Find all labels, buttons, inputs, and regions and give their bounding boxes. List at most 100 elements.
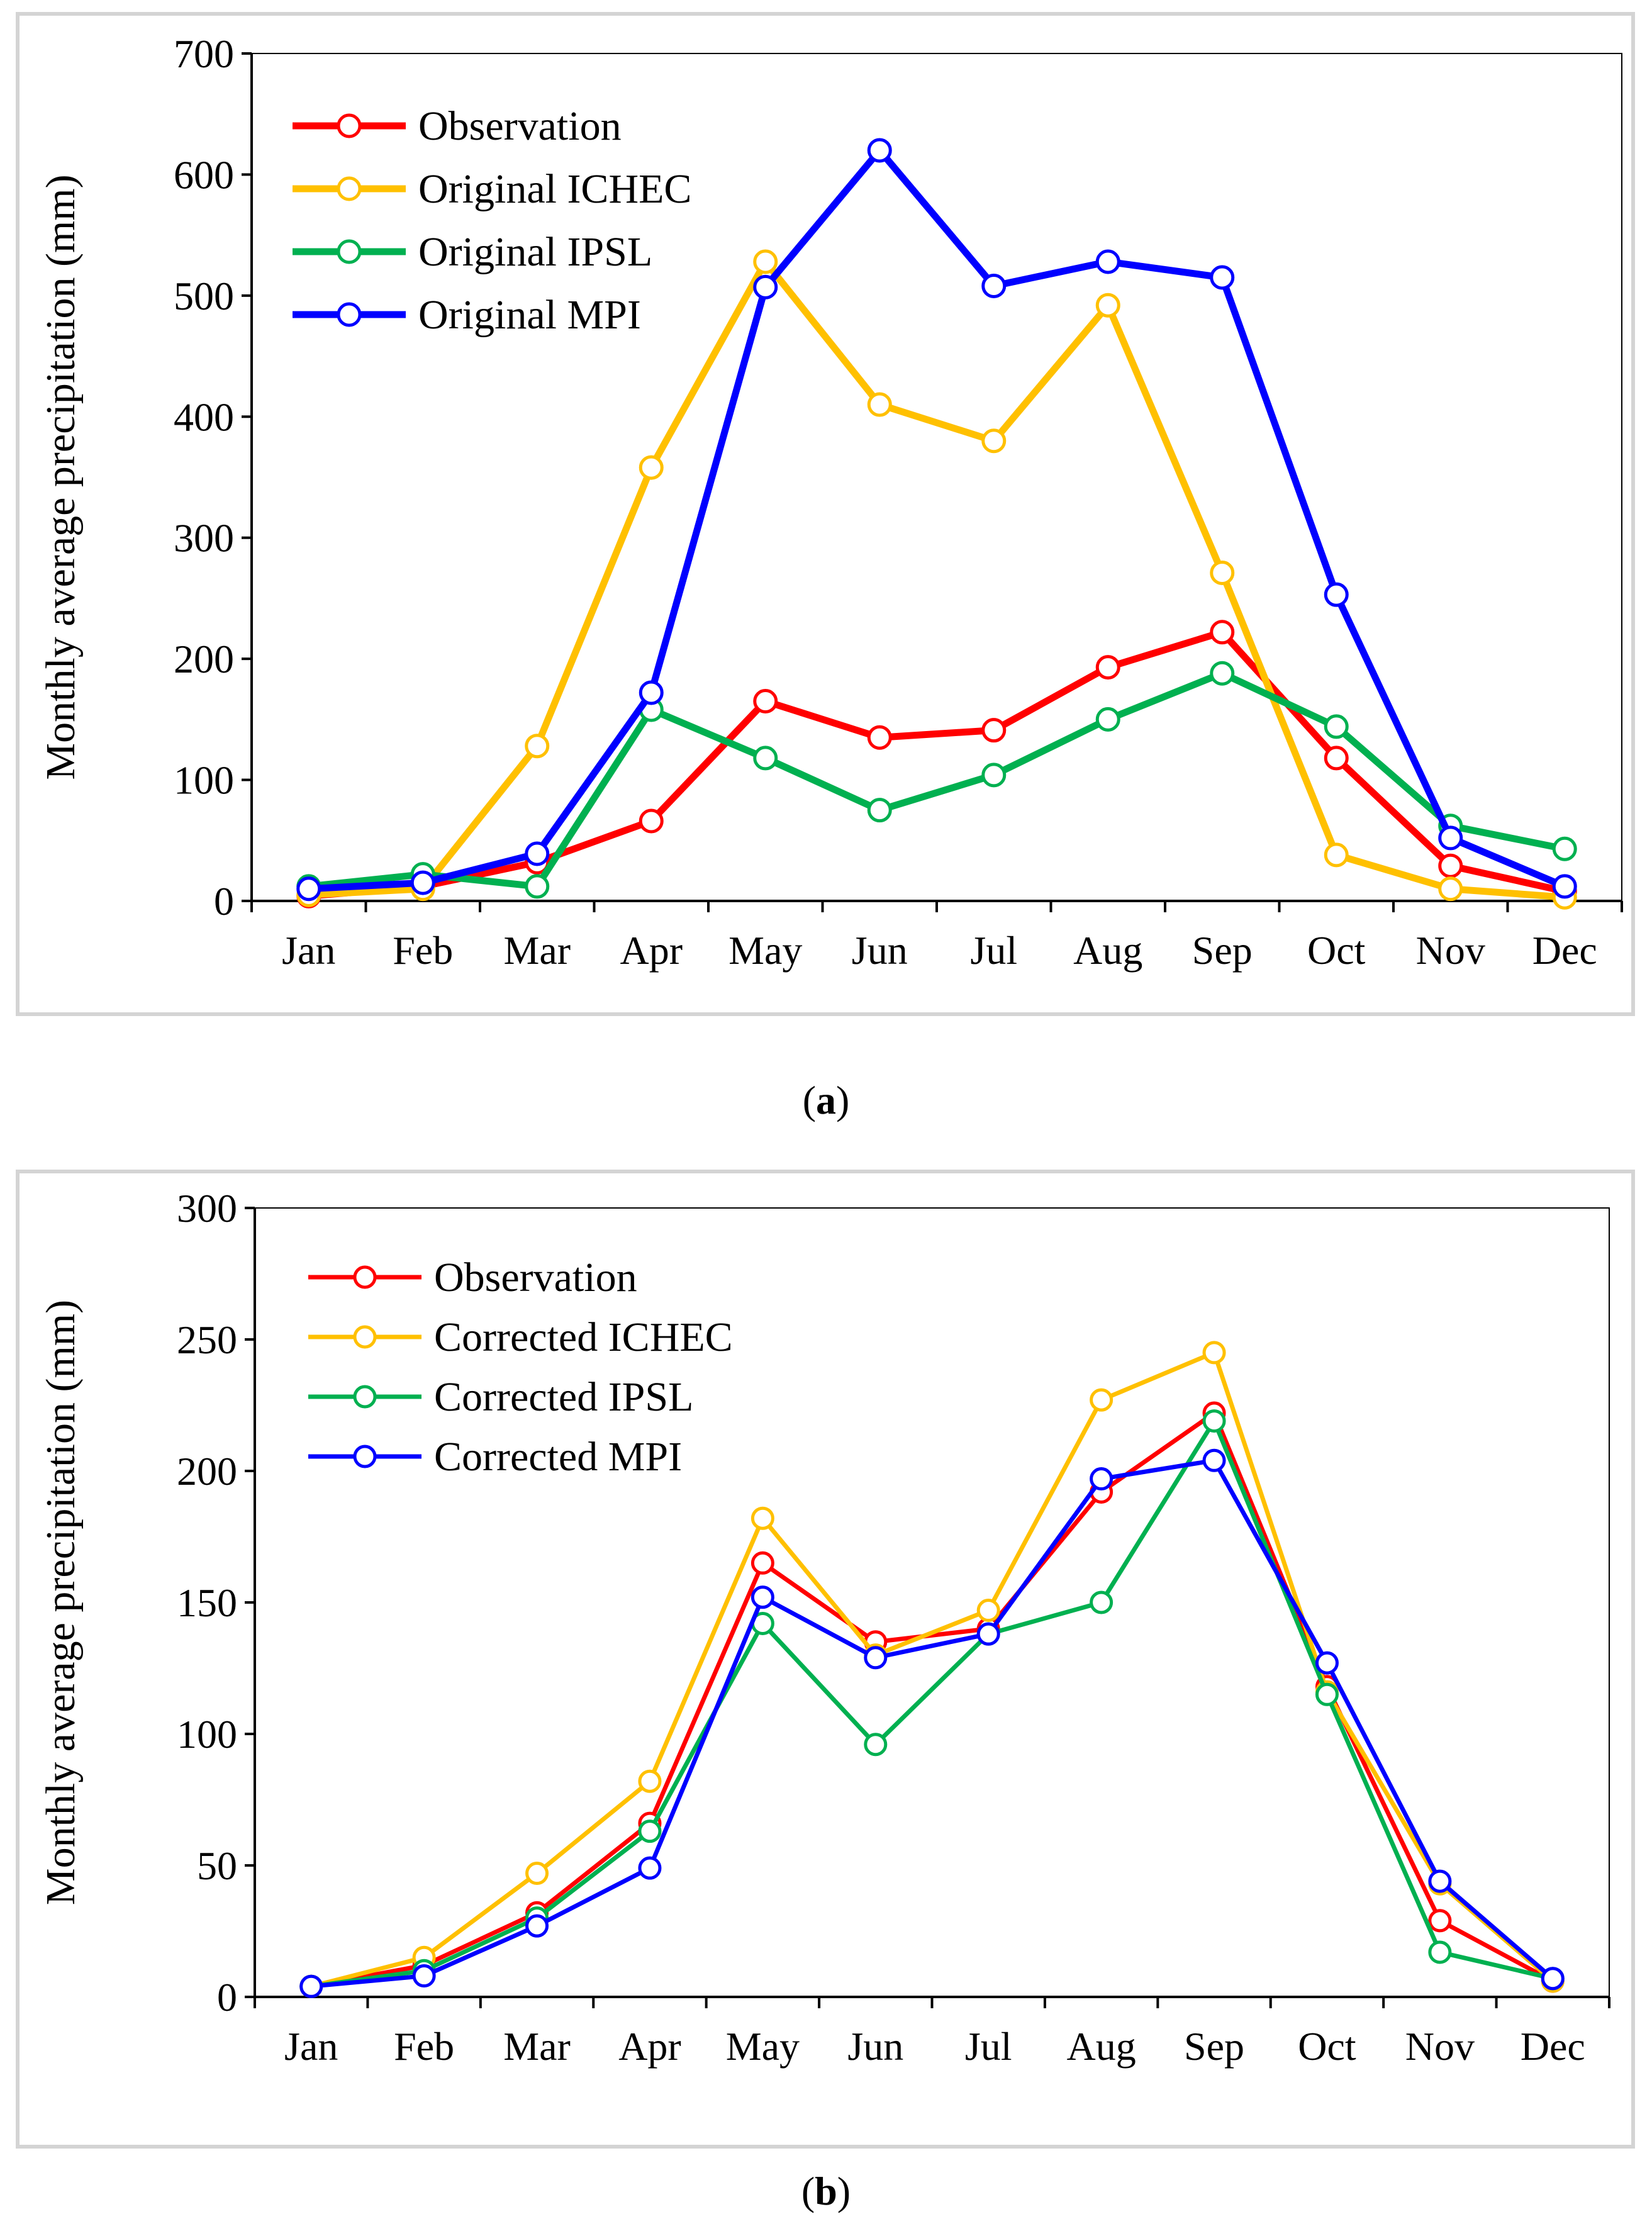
chart-b-point-mpi bbox=[1315, 1651, 1339, 1675]
chart-a-point-ichec bbox=[867, 392, 892, 417]
chart-a-x-tick-label: Jul bbox=[970, 928, 1017, 973]
chart-a-point-observation bbox=[981, 718, 1007, 743]
chart-a-point-observation bbox=[1210, 620, 1235, 645]
chart-a-y-tick-label: 700 bbox=[174, 31, 234, 76]
chart-a-point-ichec bbox=[1095, 293, 1120, 318]
chart-b-point-mpi bbox=[525, 1914, 549, 1938]
chart-b-y-axis-label: Monthly average precipitation (mm) bbox=[38, 1300, 84, 1905]
chart-b-point-ipsl bbox=[1428, 1940, 1452, 1964]
caption-a: (a) bbox=[802, 1078, 850, 1122]
chart-a-y-tick-label: 400 bbox=[174, 394, 234, 439]
chart-a-y-axis-label: Monthly average precipitation (mm) bbox=[38, 174, 84, 780]
chart-a-point-observation bbox=[1438, 853, 1463, 878]
chart-b-legend-label-observation: Observation bbox=[434, 1255, 637, 1300]
chart-a-point-ichec bbox=[525, 734, 550, 759]
chart-b-point-mpi bbox=[299, 1974, 323, 1998]
chart-a-legend-marker-ichec bbox=[337, 176, 362, 201]
chart-b-x-tick-label: Apr bbox=[618, 2024, 681, 2069]
chart-a-x-tick-label: Sep bbox=[1192, 928, 1253, 973]
chart-b-point-ipsl bbox=[1315, 1682, 1339, 1706]
chart-a-x-tick-label: Oct bbox=[1307, 928, 1366, 973]
chart-a-series-mpi bbox=[296, 138, 1577, 902]
chart-a-y-tick-label: 100 bbox=[174, 758, 234, 803]
chart-a-point-observation bbox=[639, 808, 664, 834]
chart-a-x-tick-label: Aug bbox=[1073, 928, 1142, 973]
chart-a-frame bbox=[16, 12, 1635, 1016]
chart-a-x-tick-label: May bbox=[728, 928, 802, 973]
chart-a-point-ichec bbox=[1324, 842, 1349, 868]
chart-a-legend-marker-ipsl bbox=[337, 239, 362, 264]
chart-b-point-mpi bbox=[1202, 1448, 1226, 1472]
chart-b-y-tick-label: 300 bbox=[177, 1186, 237, 1231]
chart-b-x-tick-label: Sep bbox=[1184, 2024, 1244, 2069]
chart-a-x-tick-label: Dec bbox=[1532, 928, 1597, 973]
chart-b-y-tick-label: 150 bbox=[177, 1580, 237, 1625]
chart-a-legend-label-ichec: Original ICHEC bbox=[418, 166, 691, 212]
chart-a-y-tick-label: 200 bbox=[174, 637, 234, 681]
chart-a-point-observation bbox=[753, 688, 778, 713]
chart-b-legend-label-ichec: Corrected ICHEC bbox=[434, 1314, 733, 1360]
chart-b-y-tick-label: 200 bbox=[177, 1449, 237, 1494]
chart-b-point-ipsl bbox=[864, 1733, 888, 1757]
chart-b-frame bbox=[16, 1170, 1635, 2149]
chart-a-point-mpi bbox=[639, 680, 664, 705]
chart-b-point-mpi bbox=[864, 1646, 888, 1670]
chart-b-point-ichec bbox=[638, 1769, 662, 1793]
chart-b-x-tick-label: Dec bbox=[1521, 2024, 1585, 2069]
chart-a-point-mpi bbox=[1438, 825, 1463, 851]
chart-a-x-tick-label: Jun bbox=[852, 928, 908, 973]
chart-b-x-tick-label: May bbox=[726, 2024, 800, 2069]
chart-b-x-tick-label: Nov bbox=[1405, 2024, 1475, 2069]
chart-a-point-observation bbox=[867, 725, 892, 750]
chart-b-point-ichec bbox=[751, 1506, 774, 1530]
chart-b-x-tick-label: Jun bbox=[847, 2024, 903, 2069]
chart-a-x-tick-label: Nov bbox=[1416, 928, 1485, 973]
chart-b-svg: 0 50 100 150 200 250 300 Jan Feb Mar Apr May Jun Jul A… bbox=[16, 1170, 1635, 2149]
chart-b-point-mpi bbox=[976, 1622, 1000, 1646]
chart-a-point-ichec bbox=[753, 249, 778, 274]
chart-a-point-mpi bbox=[1210, 265, 1235, 290]
chart-a-legend-label-mpi: Original MPI bbox=[418, 292, 641, 338]
chart-b-y-tick-label: 0 bbox=[217, 1975, 237, 2020]
chart-b-point-ipsl bbox=[1202, 1409, 1226, 1433]
chart-b-x-tick-label: Jul bbox=[965, 2024, 1012, 2069]
chart-panel-a: 0 100 200 300 400 500 600 700 Jan Feb Mar Apr May Jun… bbox=[0, 0, 1652, 1070]
chart-a-point-mpi bbox=[753, 274, 778, 299]
chart-b-line-ipsl bbox=[311, 1419, 1554, 1989]
chart-a-x-tick-label: Feb bbox=[393, 928, 453, 973]
chart-a-line-mpi bbox=[308, 147, 1566, 893]
caption-b: (b) bbox=[801, 2169, 851, 2213]
chart-b-point-observation bbox=[751, 1551, 774, 1575]
chart-a-legend-label-observation: Observation bbox=[418, 103, 622, 149]
chart-b-point-mpi bbox=[412, 1964, 436, 1988]
chart-b-x-tick-label: Feb bbox=[394, 2024, 454, 2069]
chart-b-legend-label-mpi: Corrected MPI bbox=[434, 1434, 682, 1480]
chart-a-point-ichec bbox=[1438, 876, 1463, 902]
chart-a-point-observation bbox=[1095, 655, 1120, 680]
chart-b-point-mpi bbox=[638, 1856, 662, 1880]
chart-b-y-tick-label: 250 bbox=[177, 1317, 237, 1362]
chart-a-line-ipsl bbox=[308, 669, 1566, 890]
chart-a-point-mpi bbox=[296, 876, 321, 902]
chart-a-point-ipsl bbox=[1324, 714, 1349, 739]
chart-a-point-ipsl bbox=[1095, 707, 1120, 732]
chart-a-point-ipsl bbox=[1210, 661, 1235, 686]
chart-b-line-ichec bbox=[310, 1350, 1554, 1989]
chart-a-point-ipsl bbox=[1552, 836, 1577, 861]
chart-a-point-ipsl bbox=[981, 763, 1007, 788]
chart-a-point-ichec bbox=[1210, 561, 1235, 586]
chart-a-point-mpi bbox=[1324, 582, 1349, 607]
chart-a-point-mpi bbox=[981, 273, 1007, 298]
chart-b-point-ipsl bbox=[638, 1820, 662, 1843]
chart-b-point-mpi bbox=[1428, 1869, 1452, 1893]
chart-b-y-tick-label: 50 bbox=[197, 1843, 237, 1888]
chart-b-legend-marker-ichec bbox=[353, 1325, 377, 1349]
chart-a-x-tick-label: Mar bbox=[503, 928, 571, 973]
chart-b-x-tick-label: Aug bbox=[1067, 2024, 1136, 2069]
chart-a-y-tick-label: 0 bbox=[214, 879, 234, 924]
chart-b-point-ichec bbox=[1090, 1388, 1113, 1412]
chart-a-point-ichec bbox=[639, 455, 664, 480]
chart-a-point-mpi bbox=[1552, 874, 1577, 899]
chart-b-point-mpi bbox=[751, 1585, 774, 1609]
chart-b-point-mpi bbox=[1541, 1967, 1565, 1991]
